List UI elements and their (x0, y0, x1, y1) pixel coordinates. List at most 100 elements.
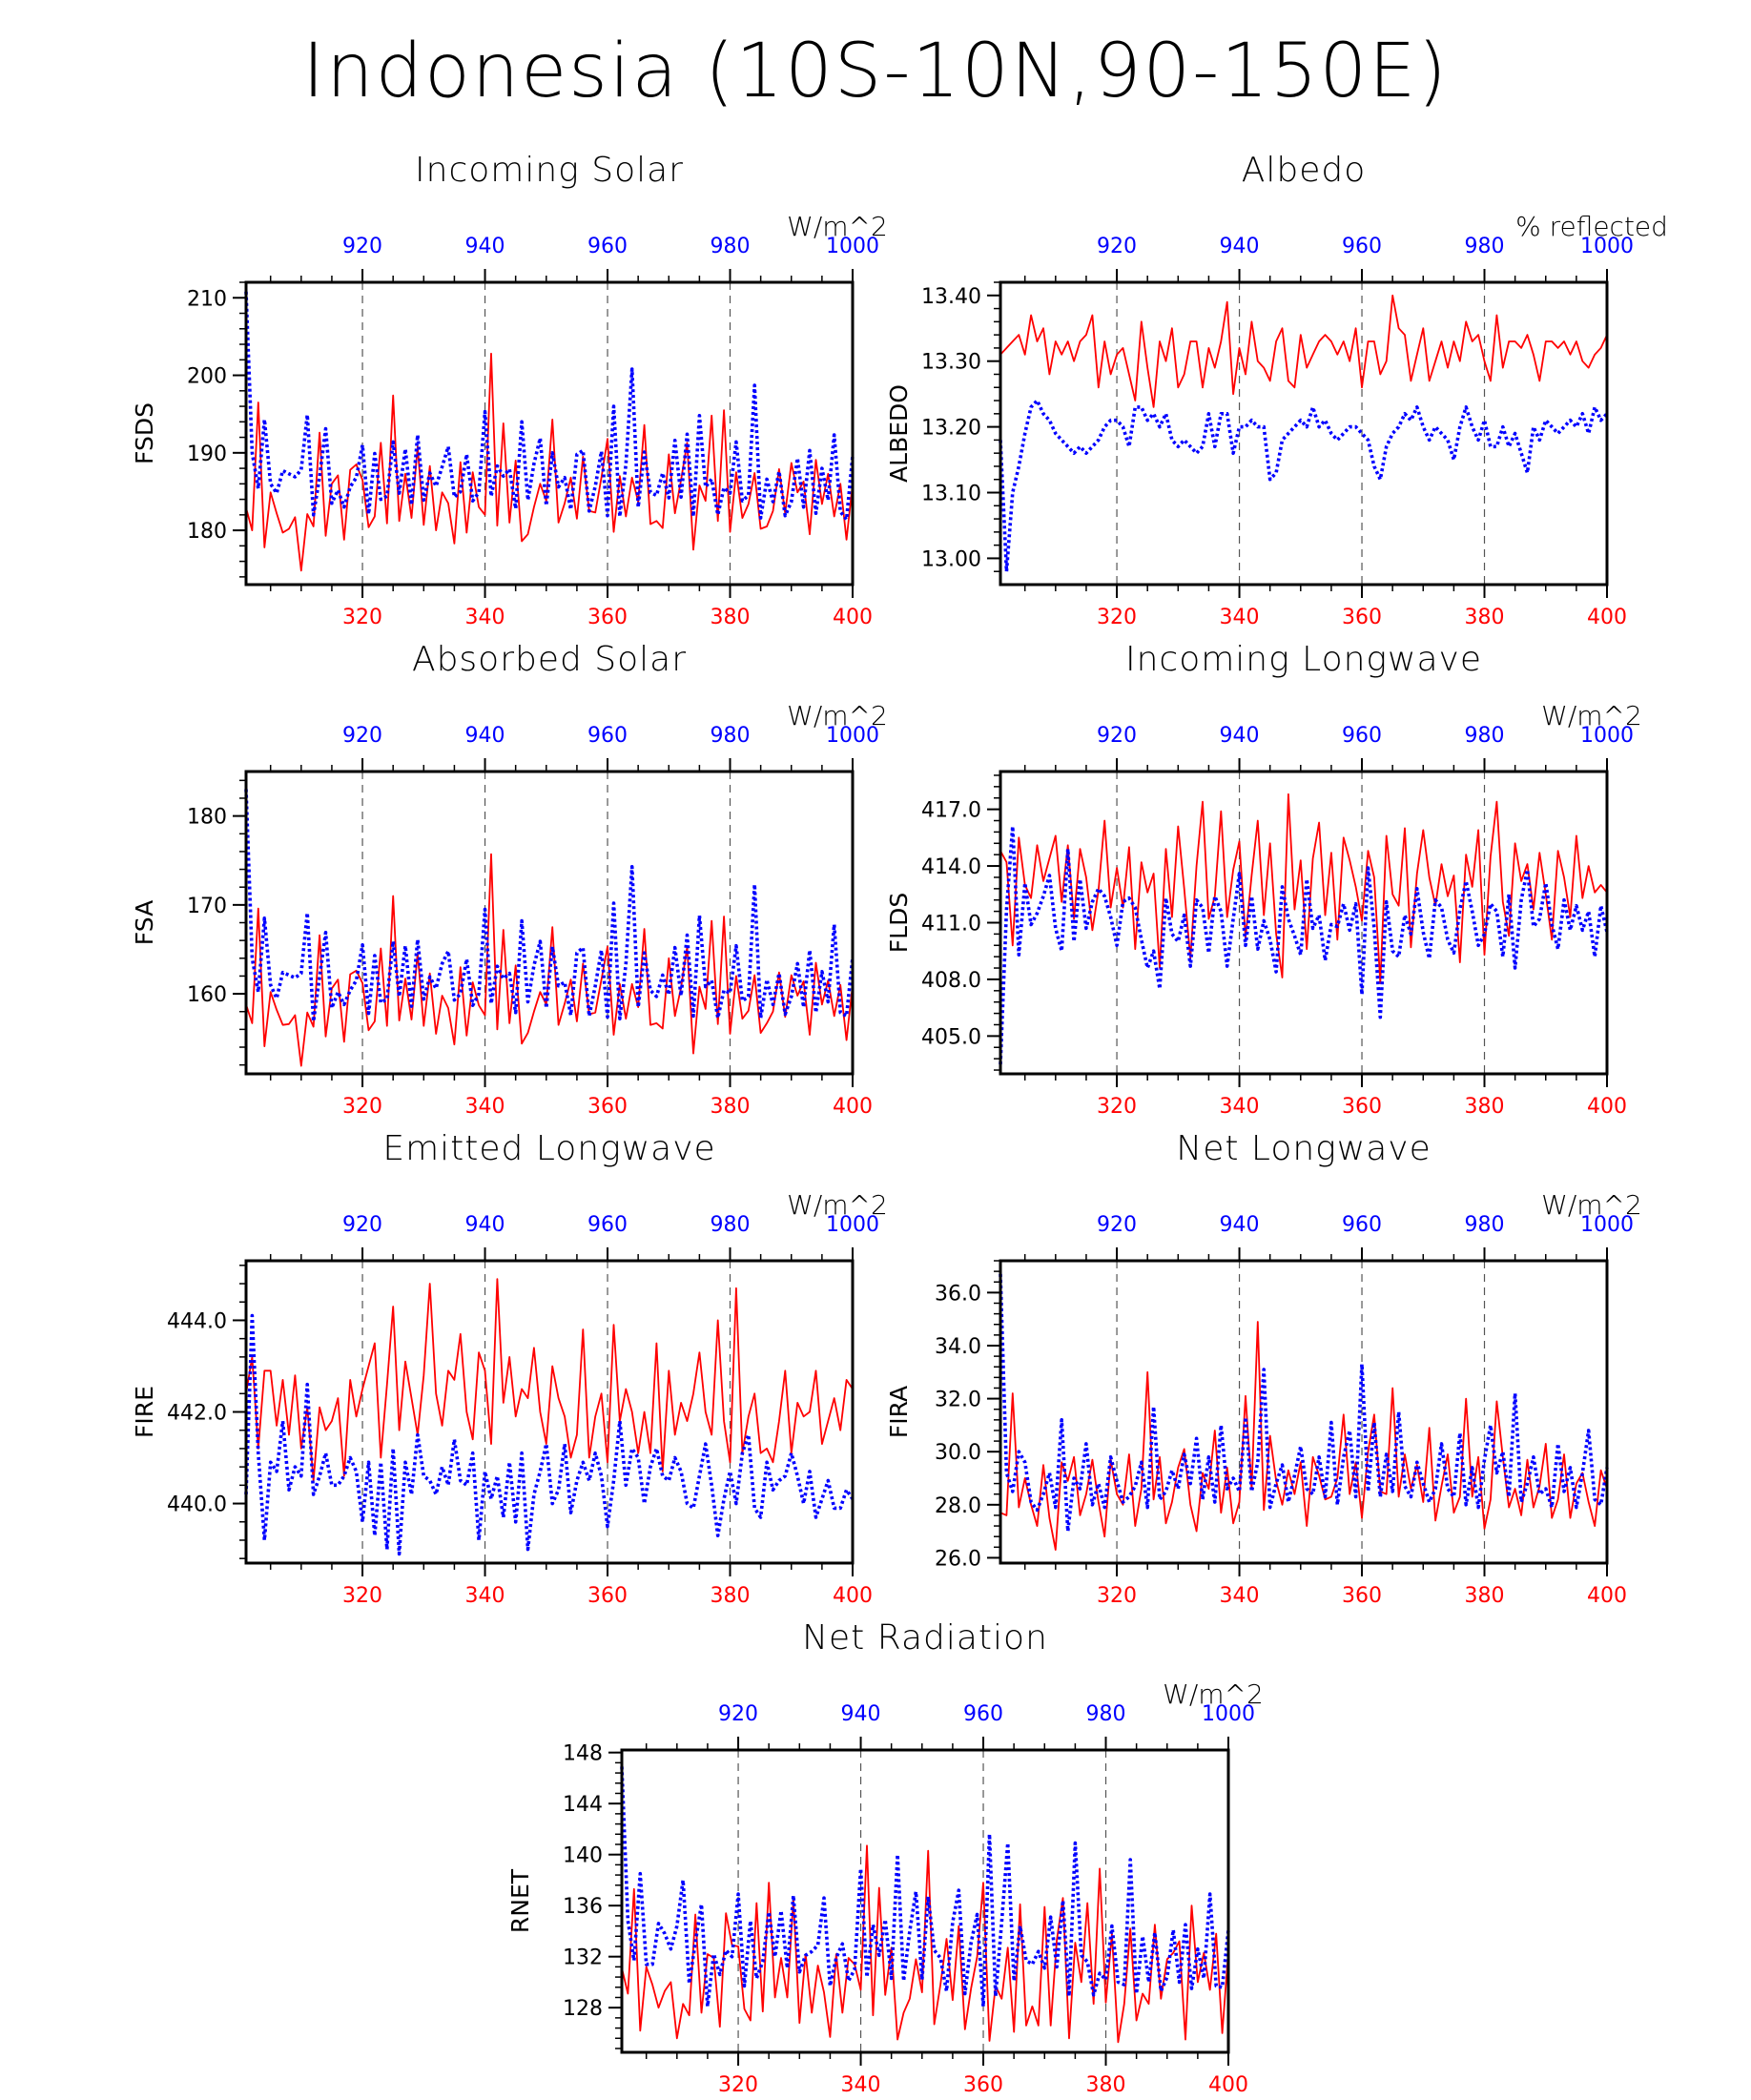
y-tick-label: 128 (563, 1997, 603, 2021)
series-line-0 (999, 294, 1608, 408)
x-top-tick-label: 1000 (1580, 1213, 1634, 1237)
y-tick-label: 440.0 (167, 1493, 227, 1517)
x-top-tick-label: 960 (1342, 1213, 1382, 1237)
panel-title: Incoming Solar (415, 151, 684, 190)
series-line-1 (244, 1313, 855, 1556)
y-tick-label: 13.20 (921, 417, 981, 441)
y-tick-label: 414.0 (921, 855, 981, 879)
y-tick-label: 136 (563, 1895, 603, 1919)
y-tick-label: 13.40 (921, 285, 981, 309)
y-tick-label: 148 (563, 1742, 603, 1766)
y-tick-label: 405.0 (921, 1025, 981, 1049)
y-tick-label: 411.0 (921, 913, 981, 937)
series-line-0 (245, 352, 854, 572)
x-top-tick-label: 920 (718, 1702, 758, 1726)
y-tick-label: 180 (187, 806, 227, 830)
x-top-tick-label: 920 (1097, 724, 1137, 748)
x-bottom-tick-label: 400 (1208, 2073, 1248, 2097)
x-bottom-tick-label: 380 (711, 1095, 751, 1119)
units-label: W/m^2 (1541, 700, 1642, 731)
x-bottom-tick-label: 360 (1342, 1584, 1382, 1608)
x-bottom-tick-label: 400 (1587, 1584, 1627, 1608)
x-bottom-tick-label: 380 (1086, 2073, 1126, 2097)
x-top-tick-label: 1000 (1202, 1702, 1255, 1726)
y-tick-label: 13.30 (921, 351, 981, 375)
x-top-tick-label: 940 (465, 235, 505, 258)
series-line-0 (999, 793, 1608, 984)
y-tick-label: 30.0 (935, 1441, 981, 1465)
x-top-tick-label: 940 (465, 724, 505, 748)
x-bottom-tick-label: 360 (587, 1584, 628, 1608)
series-line-1 (244, 291, 855, 522)
y-tick-label: 132 (563, 1946, 603, 1970)
x-bottom-tick-label: 320 (718, 2073, 758, 2097)
x-top-tick-label: 940 (1220, 1213, 1260, 1237)
x-bottom-tick-label: 320 (1097, 1095, 1137, 1119)
y-tick-label: 140 (563, 1844, 603, 1868)
units-label: W/m^2 (787, 1189, 888, 1221)
x-bottom-tick-label: 400 (833, 1584, 873, 1608)
x-top-tick-label: 960 (1342, 235, 1382, 258)
x-top-tick-label: 940 (1220, 724, 1260, 748)
x-top-tick-label: 1000 (826, 1213, 879, 1237)
x-top-tick-label: 920 (342, 235, 382, 258)
x-top-tick-label: 920 (1097, 235, 1137, 258)
y-tick-label: 32.0 (935, 1389, 981, 1412)
x-top-tick-label: 960 (1342, 724, 1382, 748)
x-bottom-tick-label: 340 (841, 2073, 881, 2097)
x-bottom-tick-label: 360 (1342, 1095, 1382, 1119)
series-line-1 (999, 824, 1609, 1065)
y-tick-label: 28.0 (935, 1494, 981, 1518)
plot-frame (999, 280, 1609, 587)
series-line-1 (244, 789, 855, 1023)
y-axis-label: FIRE (131, 1386, 158, 1438)
x-bottom-tick-label: 320 (1097, 1584, 1137, 1608)
x-bottom-tick-label: 320 (342, 606, 382, 629)
x-top-tick-label: 960 (587, 724, 628, 748)
y-tick-label: 36.0 (935, 1282, 981, 1306)
units-label: W/m^2 (1541, 1189, 1642, 1221)
x-bottom-tick-label: 340 (1220, 606, 1260, 629)
y-tick-label: 408.0 (921, 969, 981, 993)
panel-title: Net Longwave (1176, 1129, 1431, 1168)
x-top-tick-label: 980 (1465, 235, 1505, 258)
units-label: W/m^2 (1163, 1678, 1264, 1710)
x-top-tick-label: 980 (1465, 724, 1505, 748)
page-title: Indonesia (10S-10N,90-150E) (302, 29, 1449, 114)
y-tick-label: 170 (187, 895, 227, 918)
series-line-1 (620, 1766, 1230, 2008)
plot-frame (620, 1748, 1230, 2054)
panel-title: Net Radiation (802, 1618, 1048, 1657)
x-top-tick-label: 960 (587, 1213, 628, 1237)
x-top-tick-label: 920 (342, 724, 382, 748)
panel-4: Emitted Longwave W/m^2 440.0 442.0 444.0 320 3… (131, 1129, 888, 1608)
x-top-tick-label: 1000 (826, 724, 879, 748)
x-top-tick-label: 980 (1465, 1213, 1505, 1237)
y-axis-label: RNET (506, 1868, 534, 1933)
x-bottom-tick-label: 360 (587, 1095, 628, 1119)
x-bottom-tick-label: 380 (1465, 606, 1505, 629)
y-tick-label: 160 (187, 983, 227, 1007)
y-tick-label: 444.0 (167, 1309, 227, 1333)
x-bottom-tick-label: 320 (1097, 606, 1137, 629)
y-axis-label: ALBEDO (885, 384, 913, 483)
x-bottom-tick-label: 380 (711, 606, 751, 629)
x-top-tick-label: 960 (963, 1702, 1003, 1726)
x-bottom-tick-label: 400 (1587, 1095, 1627, 1119)
x-bottom-tick-label: 340 (1220, 1584, 1260, 1608)
y-tick-label: 144 (563, 1793, 603, 1817)
x-top-tick-label: 1000 (826, 235, 879, 258)
y-tick-label: 26.0 (935, 1547, 981, 1571)
x-top-tick-label: 980 (711, 1213, 751, 1237)
panel-title: Incoming Longwave (1125, 640, 1482, 679)
x-bottom-tick-label: 400 (833, 1095, 873, 1119)
y-axis-label: FIRA (885, 1386, 913, 1438)
units-label: W/m^2 (787, 700, 888, 731)
units-label: W/m^2 (787, 211, 888, 242)
series-line-0 (245, 1278, 854, 1482)
y-axis-label: FLDS (885, 893, 913, 953)
y-axis-label: FSDS (131, 402, 158, 464)
x-bottom-tick-label: 400 (1587, 606, 1627, 629)
x-top-tick-label: 940 (841, 1702, 881, 1726)
